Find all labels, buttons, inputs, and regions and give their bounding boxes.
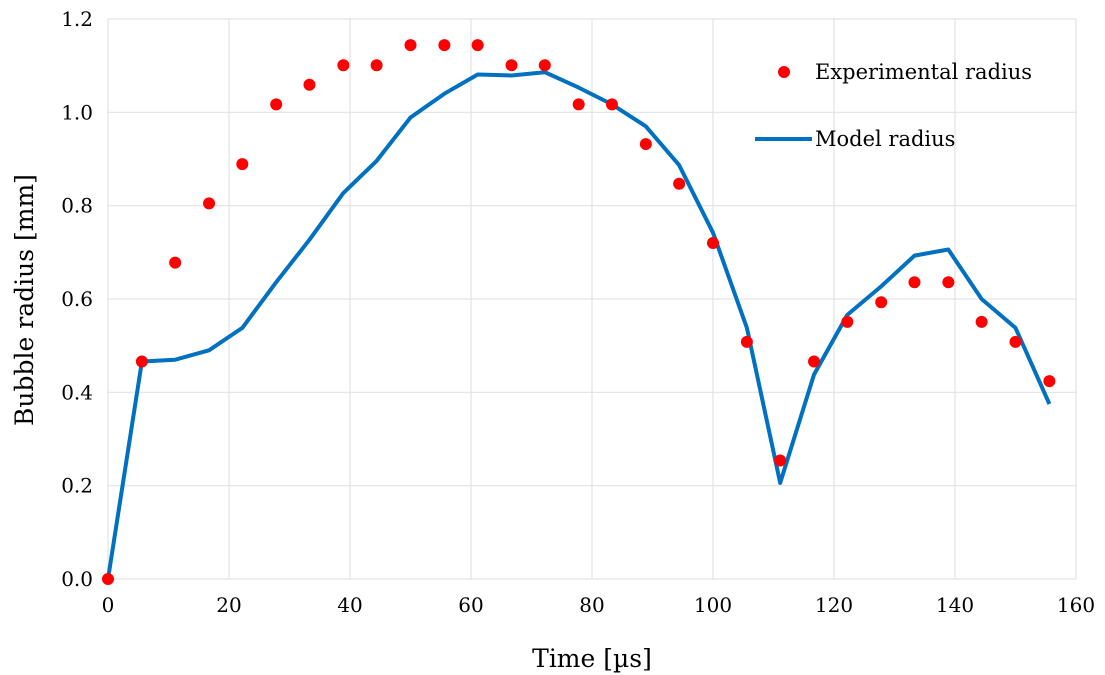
x-axis-title: Time [µs]: [532, 644, 652, 673]
experimental-point: [471, 39, 484, 52]
experimental-point: [102, 573, 114, 585]
experimental-point: [538, 59, 551, 72]
x-tick-label: 120: [815, 593, 853, 617]
y-tick-label: 0.0: [61, 567, 93, 591]
y-tick-label: 0.6: [61, 287, 93, 311]
legend-marker-experimental: [778, 66, 790, 78]
experimental-point: [1043, 375, 1056, 388]
x-tick-labels: 0 20 40 60 80 100 120 140 160: [102, 593, 1095, 617]
experimental-point: [135, 355, 148, 368]
plot-area: [102, 39, 1056, 585]
legend-label-experimental: Experimental radius: [815, 60, 1032, 84]
legend-label-model: Model radius: [815, 127, 955, 151]
y-tick-label: 0.4: [61, 380, 93, 404]
experimental-point: [875, 296, 888, 309]
y-tick-label: 0.2: [61, 474, 93, 498]
x-tick-label: 40: [337, 593, 362, 617]
experimental-point: [707, 237, 719, 249]
experimental-point: [370, 59, 383, 72]
experimental-point: [337, 59, 350, 72]
experimental-point: [942, 276, 955, 289]
model-radius-line: [106, 70, 1052, 580]
experimental-point: [774, 454, 787, 467]
x-tick-label: 80: [579, 593, 604, 617]
x-tick-label: 100: [694, 593, 732, 617]
y-axis-title: Bubble radius [mm]: [10, 174, 39, 426]
x-tick-label: 140: [936, 593, 974, 617]
x-tick-label: 160: [1057, 593, 1095, 617]
experimental-point: [236, 158, 249, 171]
experimental-point: [808, 355, 821, 368]
grid: [107, 18, 1077, 580]
experimental-point: [605, 98, 618, 111]
experimental-point: [438, 39, 451, 52]
x-tick-label: 20: [216, 593, 241, 617]
experimental-point: [270, 98, 283, 111]
experimental-point: [572, 98, 585, 111]
experimental-point: [841, 315, 854, 328]
y-tick-labels: 0.0 0.2 0.4 0.6 0.8 1.0 1.2: [61, 7, 93, 591]
experimental-point: [908, 276, 921, 289]
experimental-point: [169, 256, 182, 269]
experimental-point: [404, 39, 417, 52]
experimental-point: [505, 59, 518, 72]
x-tick-label: 60: [458, 593, 483, 617]
experimental-point: [303, 78, 316, 91]
x-tick-label: 0: [102, 593, 115, 617]
experimental-point: [673, 177, 686, 190]
experimental-point: [975, 315, 988, 328]
y-tick-label: 0.8: [61, 194, 93, 218]
experimental-point: [639, 138, 652, 151]
experimental-point: [740, 335, 753, 348]
legend: Experimental radius Model radius: [755, 60, 1032, 151]
y-tick-label: 1.0: [61, 100, 93, 124]
y-tick-label: 1.2: [61, 7, 93, 31]
experimental-point: [203, 197, 216, 210]
experimental-point: [1009, 335, 1022, 348]
